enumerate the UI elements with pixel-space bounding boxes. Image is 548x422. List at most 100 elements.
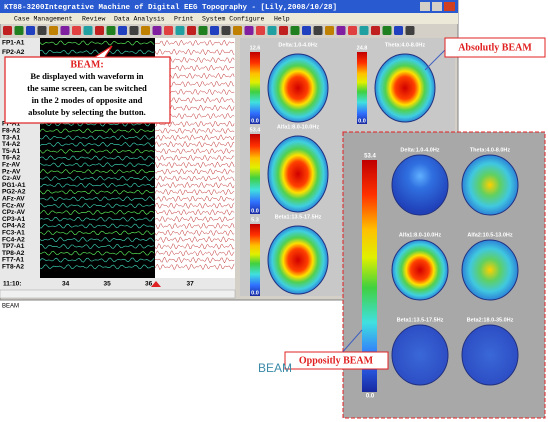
toolbar-button[interactable] xyxy=(267,26,277,35)
toolbar-button[interactable] xyxy=(325,26,334,35)
toolbar-button[interactable] xyxy=(313,26,323,35)
toolbar-button[interactable] xyxy=(141,26,150,35)
callout-text: Be displayed with waveform in the same sc… xyxy=(27,71,147,117)
toolbar-button[interactable] xyxy=(83,26,93,35)
toolbar-button[interactable] xyxy=(175,26,185,35)
toolbar-button[interactable] xyxy=(405,26,415,35)
toolbar-button[interactable] xyxy=(359,26,369,35)
menu-background xyxy=(0,13,458,24)
menu-item[interactable]: Help xyxy=(274,16,290,23)
toolbar-button[interactable] xyxy=(49,26,58,35)
map-label: Theta:4.0-8.0Hz xyxy=(470,147,511,153)
menu-item[interactable]: Review xyxy=(82,16,106,23)
waveform-dark-trace xyxy=(39,196,155,202)
toolbar-button[interactable] xyxy=(106,26,116,35)
toolbar-button[interactable] xyxy=(210,26,219,35)
toolbar-button[interactable] xyxy=(348,26,357,35)
waveform-light-trace xyxy=(154,127,235,134)
colorbar xyxy=(357,52,367,124)
waveform-dark-trace xyxy=(39,264,155,270)
time-cursor[interactable] xyxy=(151,281,161,287)
channel-label: CPz-AV xyxy=(2,209,26,216)
time-tick: 36 xyxy=(145,281,153,288)
channel-label: Pz-AV xyxy=(2,168,21,175)
waveform-light-trace xyxy=(154,188,235,196)
toolbar-button[interactable] xyxy=(3,26,12,35)
waveform-dark-trace xyxy=(39,135,155,141)
waveform-light-trace xyxy=(154,250,235,257)
map-label: Alfa2:10.5-13.0Hz xyxy=(467,232,512,238)
opposite-min: 0.0 xyxy=(366,394,375,400)
waveform-dark-trace xyxy=(39,155,155,161)
waveform-light-trace xyxy=(154,148,235,155)
toolbar-button[interactable] xyxy=(14,26,24,35)
waveform-dark-trace xyxy=(39,40,155,46)
absolute-label-box xyxy=(444,37,546,58)
waveform-light-trace xyxy=(154,195,235,202)
colorbar-max: 53.4 xyxy=(250,127,262,133)
colorbar-min: 0.0 xyxy=(251,290,259,296)
toolbar-button[interactable] xyxy=(290,26,300,35)
channel-label: Cz-AV xyxy=(2,175,21,182)
topo-map xyxy=(391,154,449,216)
toolbar-button[interactable] xyxy=(371,26,380,35)
waveform-dark-trace xyxy=(39,209,155,215)
toolbar-button[interactable] xyxy=(72,26,81,35)
toolbar-button[interactable] xyxy=(302,26,311,35)
toolbar-button[interactable] xyxy=(118,26,127,35)
toolbar-button[interactable] xyxy=(279,26,288,35)
opposite-max: 53.4 xyxy=(364,154,376,160)
channel-label: F8-A2 xyxy=(2,128,20,135)
waveform-light-trace xyxy=(154,175,235,182)
map-label: Delta:1.0-4.0Hz xyxy=(400,147,439,153)
channel-label: FT8-A2 xyxy=(2,264,24,271)
menu-item[interactable]: Print xyxy=(174,16,194,23)
channel-label: PG1-A1 xyxy=(2,182,26,189)
channel-label: FT7-A1 xyxy=(2,257,24,264)
colorbar-max: 5.3 xyxy=(251,217,259,223)
toolbar-button[interactable] xyxy=(336,26,346,35)
toolbar-button[interactable] xyxy=(37,26,47,35)
waveform-dark-trace xyxy=(39,49,155,55)
waveform-dark-trace xyxy=(39,182,155,188)
toolbar-button[interactable] xyxy=(60,26,70,35)
menu-item[interactable]: System Configure xyxy=(202,16,265,23)
maximize-button[interactable] xyxy=(432,2,442,11)
toolbar-button[interactable] xyxy=(187,26,196,35)
toolbar-button[interactable] xyxy=(164,26,173,35)
toolbar-button[interactable] xyxy=(256,26,265,35)
waveform-dark-trace xyxy=(39,175,155,181)
waveform-dark-trace xyxy=(39,141,155,147)
toolbar-button[interactable] xyxy=(95,26,104,35)
channel-label: T6-A2 xyxy=(2,155,20,162)
topo-map xyxy=(391,324,449,386)
waveform-light-trace xyxy=(154,256,235,264)
toolbar-button[interactable] xyxy=(394,26,403,35)
toolbar-button[interactable] xyxy=(221,26,231,35)
topo-map xyxy=(461,154,519,216)
callout-title: BEAM: xyxy=(70,59,103,70)
waveform-light-trace xyxy=(154,39,235,47)
waveform-light-trace xyxy=(154,229,235,237)
toolbar-button[interactable] xyxy=(244,26,254,35)
menu-item[interactable]: Data Analysis xyxy=(114,16,165,23)
topo-map xyxy=(267,225,329,295)
menu-item[interactable]: Case Management xyxy=(14,16,73,23)
topo-map xyxy=(461,324,519,386)
minimize-button[interactable] xyxy=(420,2,430,11)
toolbar-button[interactable] xyxy=(26,26,35,35)
time-axis xyxy=(0,278,235,290)
close-button[interactable] xyxy=(444,2,455,11)
toolbar-button[interactable] xyxy=(382,26,392,35)
toolbar-button[interactable] xyxy=(129,26,139,35)
map-label: Beta1:13.5-17.5Hz xyxy=(275,214,322,220)
scrollbar[interactable] xyxy=(0,289,236,299)
waveform-dark-trace xyxy=(39,237,155,242)
channel-label: FC4-A2 xyxy=(2,236,25,243)
toolbar-button[interactable] xyxy=(233,26,242,35)
toolbar-button[interactable] xyxy=(198,26,208,35)
waveform-light-trace xyxy=(154,223,235,230)
waveform-dark-trace xyxy=(39,162,155,168)
colorbar-max: 24.8 xyxy=(357,45,368,51)
toolbar-button[interactable] xyxy=(152,26,162,35)
